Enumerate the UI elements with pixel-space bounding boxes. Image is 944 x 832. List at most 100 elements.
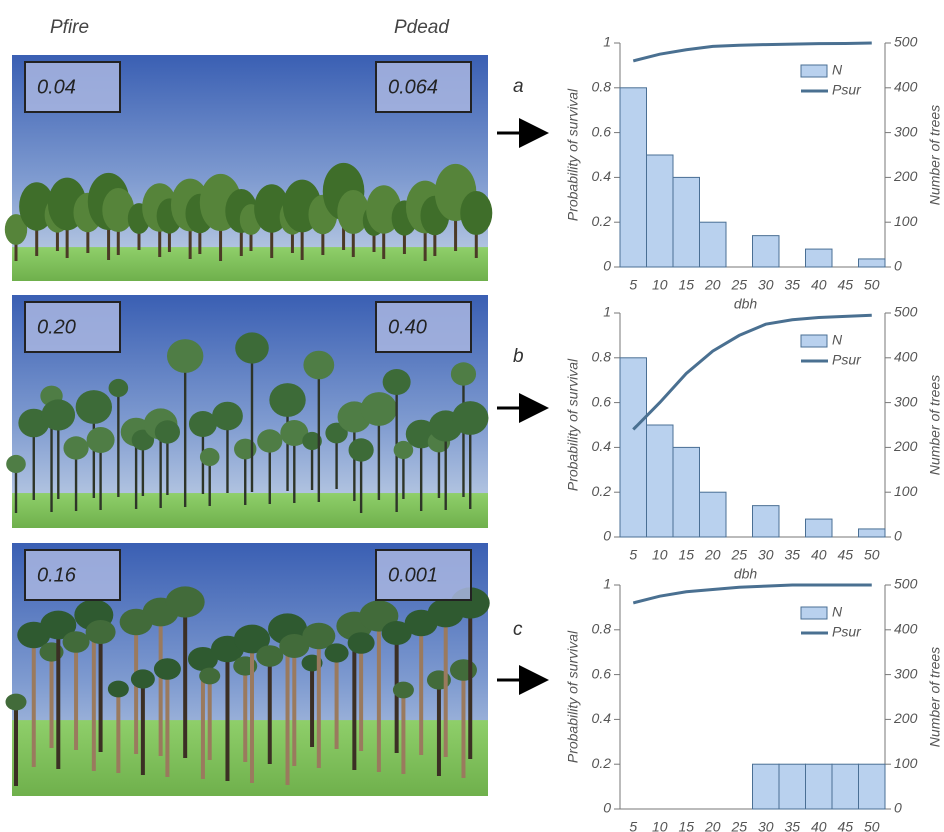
x-tick-label: 25: [730, 819, 747, 832]
tree-trunk: [50, 652, 54, 748]
tree-crown: [86, 620, 116, 644]
y2-axis-label: Number of trees: [927, 105, 943, 205]
tree-crown: [235, 332, 269, 363]
x-tick-label: 30: [758, 819, 774, 832]
tree-crown: [109, 379, 129, 397]
tree-trunk: [14, 702, 18, 786]
y2-tick-label: 200: [893, 710, 918, 726]
bar: [779, 764, 806, 809]
x-tick-label: 15: [678, 277, 694, 293]
y-tick-label: 0.8: [592, 349, 612, 365]
y-tick-label: 0: [603, 528, 611, 544]
chart: 00.20.40.60.8101002003004005005101520253…: [565, 576, 943, 832]
tree-crown: [348, 632, 375, 654]
x-tick-label: 40: [811, 547, 827, 563]
chart: 00.20.40.60.8101002003004005005101520253…: [565, 34, 943, 312]
x-tick-label: 35: [784, 547, 800, 563]
y-tick-label: 0.4: [592, 710, 612, 726]
y2-tick-label: 100: [894, 483, 918, 499]
tree-trunk: [462, 374, 464, 497]
tree-crown: [76, 390, 112, 424]
y-tick-label: 0.6: [592, 393, 612, 409]
tree-crown: [393, 682, 414, 699]
tree-trunk: [419, 623, 423, 755]
bar: [647, 425, 674, 537]
chart: 00.20.40.60.8101002003004005005101520253…: [565, 304, 943, 582]
tree-trunk: [183, 602, 187, 758]
x-tick-label: 5: [629, 819, 637, 832]
tree-crown: [303, 351, 334, 380]
tree-crown: [6, 694, 27, 711]
panel-label: c: [513, 619, 523, 640]
tree-trunk: [292, 646, 296, 766]
legend-label: Psur: [832, 624, 862, 640]
tree-crown: [452, 401, 488, 435]
y2-axis-label: Number of trees: [927, 647, 943, 747]
tree-crown: [212, 402, 243, 431]
x-tick-label: 40: [811, 277, 827, 293]
tree-crown: [6, 455, 26, 473]
tree-trunk: [141, 679, 145, 775]
header-pdead: Pdead: [394, 17, 450, 38]
tree-crown: [63, 631, 90, 653]
x-tick-label: 30: [758, 547, 774, 563]
legend-swatch: [801, 335, 827, 347]
tree-trunk: [250, 639, 254, 783]
y2-tick-label: 100: [894, 755, 918, 771]
x-tick-label: 25: [730, 547, 747, 563]
tree-trunk: [165, 669, 169, 777]
tree-crown: [200, 448, 220, 466]
x-tick-label: 50: [864, 547, 880, 563]
figure-canvas: Pfire Pdead 0.040.064a0.200.40b0.160.001…: [0, 0, 944, 832]
x-tick-label: 35: [784, 819, 800, 832]
tree-trunk: [268, 656, 272, 764]
tree-trunk: [359, 643, 363, 751]
tree-crown: [155, 420, 180, 443]
legend-swatch: [801, 65, 827, 77]
tree-trunk: [56, 625, 60, 769]
y-tick-label: 0.6: [592, 123, 612, 139]
y2-tick-label: 300: [894, 123, 918, 139]
tree-trunk: [468, 603, 472, 759]
bar: [859, 764, 886, 809]
forest-image: 0.200.40: [6, 295, 488, 528]
y-tick-label: 0.4: [592, 438, 612, 454]
header-pfire: Pfire: [50, 17, 89, 38]
legend-label: Psur: [832, 82, 862, 98]
y2-tick-label: 500: [894, 34, 918, 50]
tree-trunk: [225, 649, 229, 781]
bar: [620, 358, 647, 537]
tree-crown: [383, 369, 411, 395]
x-tick-label: 45: [837, 819, 853, 832]
tree-crown: [63, 436, 88, 459]
x-tick-label: 20: [704, 277, 721, 293]
x-tick-label: 10: [652, 819, 668, 832]
y2-tick-label: 200: [893, 168, 918, 184]
tree-trunk: [116, 689, 120, 773]
y-tick-label: 0.2: [592, 483, 612, 499]
tree-trunk: [134, 622, 138, 754]
bar: [753, 764, 780, 809]
x-tick-label: 45: [837, 547, 853, 563]
y-tick-label: 0.8: [592, 79, 612, 95]
value-pfire: 0.16: [37, 564, 77, 586]
tree-crown: [450, 659, 477, 681]
tree-trunk: [184, 356, 186, 507]
y2-tick-label: 100: [894, 213, 918, 229]
y-axis-label: Probability of survival: [565, 88, 581, 221]
tree-trunk: [99, 632, 103, 752]
tree-crown: [269, 383, 305, 417]
tree-crown: [325, 643, 349, 662]
y-axis-label: Probability of survival: [565, 630, 581, 763]
x-tick-label: 10: [652, 547, 668, 563]
y2-tick-label: 400: [894, 79, 918, 95]
ground: [12, 493, 488, 528]
y2-tick-label: 500: [894, 304, 918, 320]
x-tick-label: 5: [629, 547, 637, 563]
y2-tick-label: 300: [894, 665, 918, 681]
bar: [620, 88, 647, 267]
bar: [806, 519, 833, 537]
x-tick-label: 50: [864, 819, 880, 832]
tree-trunk: [117, 388, 119, 497]
